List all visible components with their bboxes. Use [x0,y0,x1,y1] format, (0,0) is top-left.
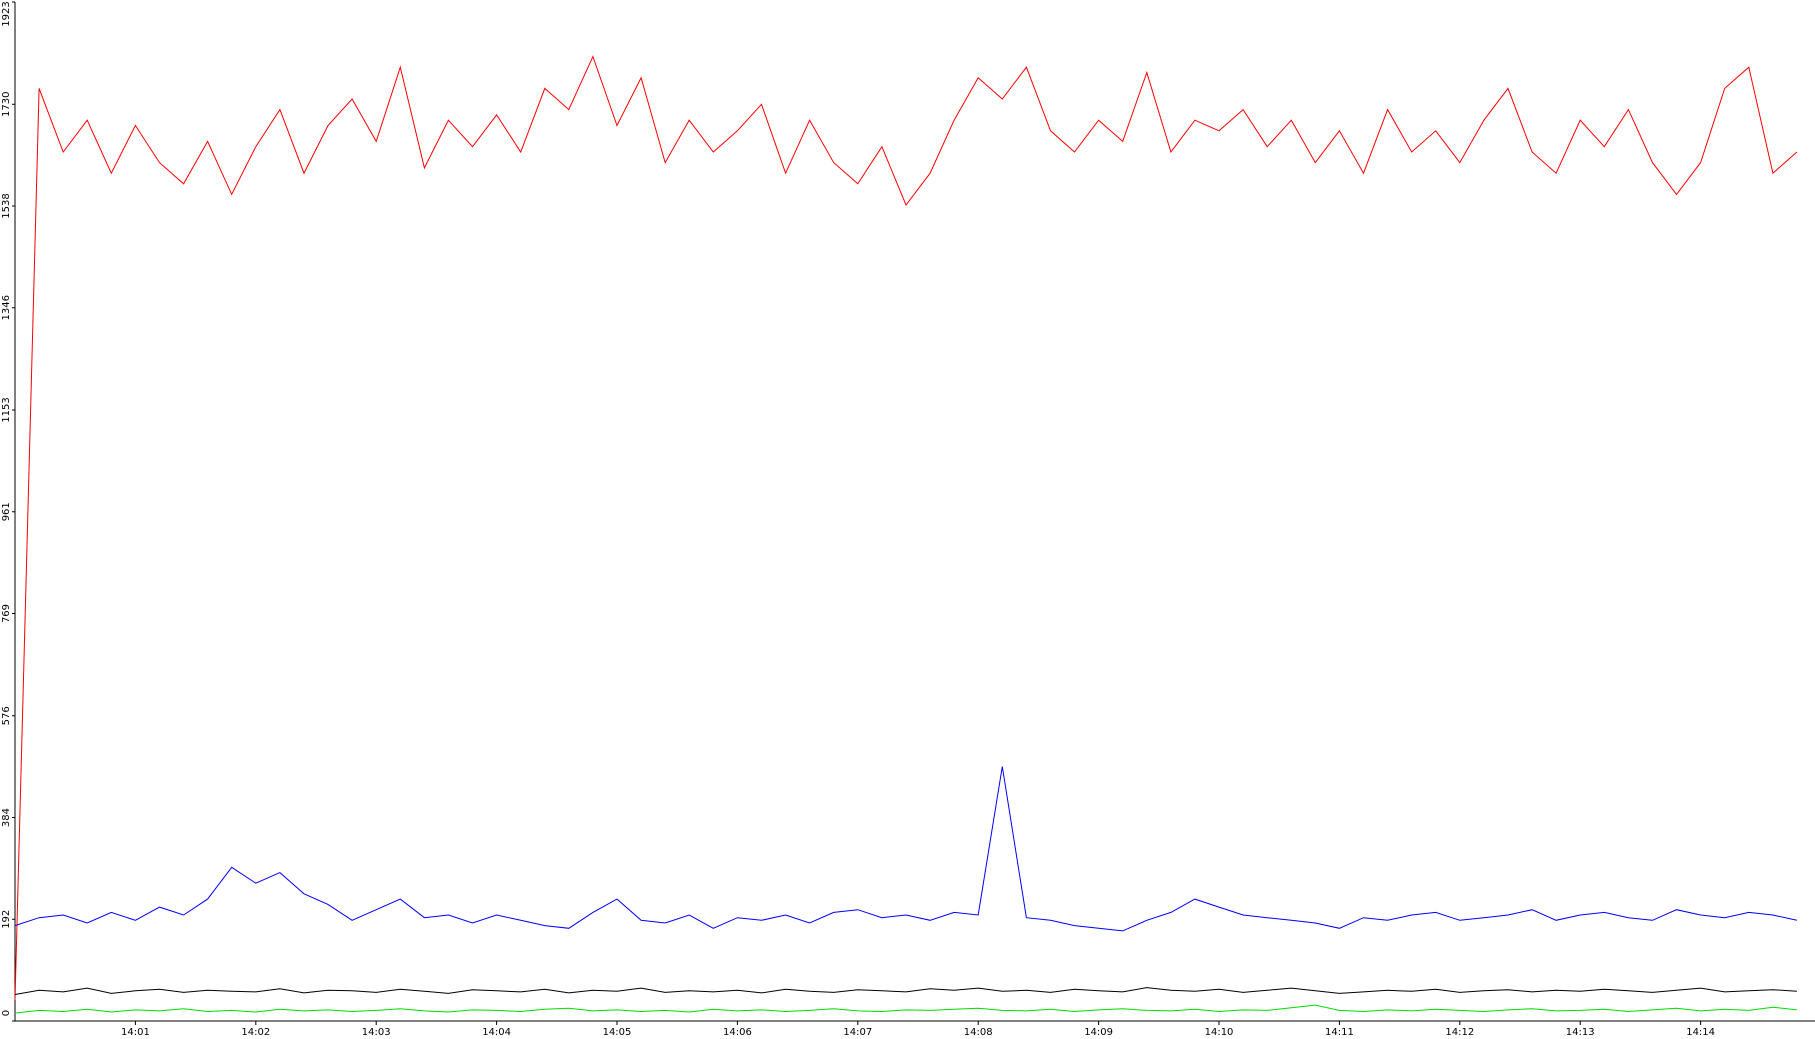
y-tick-label: 1153 [1,397,12,422]
series-line [14,1004,1797,1014]
x-tick-label: 14:12 [1445,1027,1474,1038]
y-tick-label: 1538 [1,193,12,218]
x-tick-label: 14:10 [1205,1027,1234,1038]
y-tick-label: 192 [1,910,12,929]
y-tick-label: 769 [1,604,12,623]
x-tick-label: 14:11 [1325,1027,1354,1038]
x-tick-label: 14:02 [241,1027,270,1038]
x-tick-label: 14:08 [964,1027,993,1038]
y-tick-label: 961 [1,502,12,521]
x-tick-label: 14:13 [1566,1027,1595,1038]
x-tick-label: 14:07 [843,1027,872,1038]
x-tick-label: 14:06 [723,1027,752,1038]
x-tick-label: 14:01 [121,1027,150,1038]
y-tick-label: 0 [1,1010,12,1016]
x-tick-label: 14:09 [1084,1027,1113,1038]
x-tick-label: 14:14 [1686,1027,1715,1038]
series-line [14,55,1798,1000]
y-tick-label: 1923 [1,1,12,26]
series-line [14,987,1797,995]
y-tick-label: 1730 [1,92,12,117]
series-line [14,766,1798,932]
x-tick-label: 14:04 [482,1027,511,1038]
y-tick-label: 384 [1,808,12,827]
y-tick-label: 576 [1,706,12,725]
x-tick-label: 14:03 [362,1027,391,1038]
x-tick-label: 14:05 [603,1027,632,1038]
y-tick-label: 1346 [1,295,12,320]
